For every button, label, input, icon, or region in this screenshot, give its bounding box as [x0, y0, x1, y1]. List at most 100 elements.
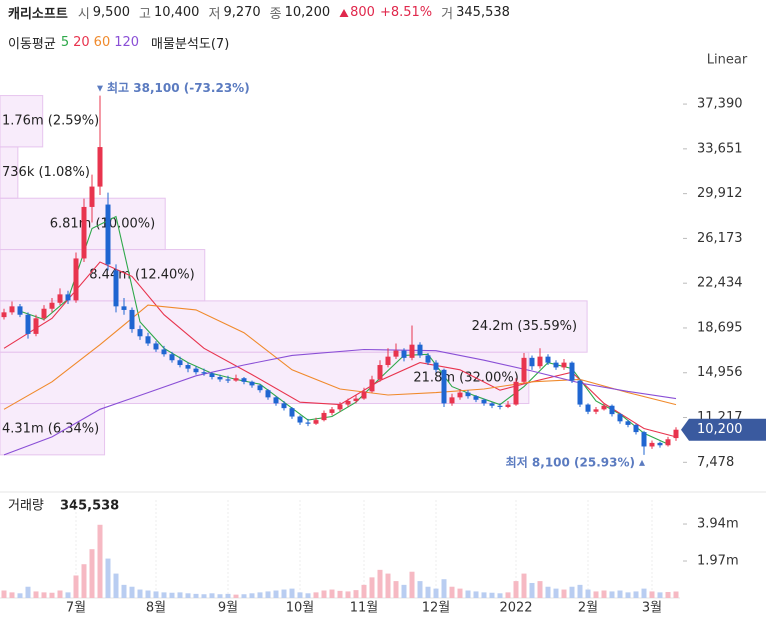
volume-bar: [225, 593, 231, 598]
candle-body: [361, 391, 367, 399]
candle-body: [249, 381, 255, 386]
x-tick-label: 3월: [642, 601, 662, 616]
volume-bar: [41, 592, 47, 598]
ma-legend: 5: [60, 35, 70, 50]
candle-body: [385, 356, 391, 366]
volume-bar: [353, 590, 359, 598]
candle-body: [441, 369, 447, 404]
volume-bar: [609, 591, 615, 598]
volume-bar: [417, 581, 423, 598]
scale-select[interactable]: Linear: [707, 53, 748, 68]
volume-value: 345,538: [456, 5, 510, 20]
volume-bar: [217, 594, 223, 598]
last-price-tag: [681, 418, 766, 441]
volume-bar: [537, 581, 543, 598]
candle-body: [513, 381, 519, 405]
low-label: 저: [208, 7, 221, 22]
volume-bar: [305, 593, 311, 598]
volume-bar: [521, 573, 527, 598]
volume-bar: [81, 564, 87, 598]
volume-bar: [385, 573, 391, 598]
candle-body: [529, 357, 535, 367]
x-tick-label: 2022: [499, 601, 532, 616]
candle-body: [185, 365, 191, 369]
candle-body: [129, 309, 135, 330]
profile-label[interactable]: 매물분석도(7): [151, 37, 230, 52]
volume-bar: [25, 586, 31, 598]
volume-bar: [329, 589, 335, 598]
candle-body: [113, 270, 119, 307]
x-tick-label: 12월: [422, 601, 451, 616]
candle-body: [617, 414, 623, 422]
volume-bar: [441, 579, 447, 598]
volume-bar: [73, 575, 79, 598]
volume-bar: [33, 591, 39, 598]
close-value: 10,200: [284, 5, 331, 20]
ma-label[interactable]: 이동평균: [8, 37, 56, 52]
candle-body: [81, 206, 87, 259]
volume-bar: [289, 588, 295, 598]
volume-bar: [641, 588, 647, 598]
candle-body: [393, 350, 399, 357]
candle-body: [457, 392, 463, 398]
candle-body: [17, 306, 23, 315]
volume-bar: [161, 592, 167, 598]
x-tick-label: 9월: [218, 601, 238, 616]
volume-bar: [177, 592, 183, 598]
candle-body: [553, 362, 559, 368]
candle-body: [1, 312, 7, 318]
up-arrow: [339, 8, 349, 17]
layer: [1, 95, 679, 455]
candle-body: [321, 412, 327, 421]
volume-bar: [361, 584, 367, 598]
volume-bar: [633, 591, 639, 598]
up-arrow-shape: [339, 8, 349, 17]
volume-bar: [409, 571, 415, 598]
layer: 4.31m (6.34%) 21.8m (32.00%) 24.2m (35.59%…: [0, 95, 588, 456]
volume-bar: [601, 590, 607, 598]
candle-body: [345, 400, 351, 405]
volume-bar: [673, 591, 679, 598]
candle-body: [401, 350, 407, 358]
volume-bar: [97, 524, 103, 598]
candle-body: [49, 302, 55, 309]
volume-bar: [105, 558, 111, 598]
volume-bar: [513, 581, 519, 598]
volume-bar: [649, 591, 655, 598]
candle-body: [489, 403, 495, 406]
volume-bar: [313, 592, 319, 598]
volume-bar: [593, 591, 599, 598]
x-tick-label: 2월: [578, 601, 598, 616]
volume-bar: [377, 569, 383, 598]
volume-bar: [113, 573, 119, 598]
volume-value: 345,538: [60, 499, 119, 514]
y-tick-label: 7,478: [697, 455, 734, 470]
candle-body: [161, 349, 167, 355]
stock-name: 캐리소프트: [8, 7, 68, 22]
profile-bar: [0, 300, 588, 353]
volume-bar: [505, 592, 511, 598]
y-tick-label: 14,956: [697, 365, 743, 380]
indicator-legend: 이동평균 5 20 60 120 매물분석도(7): [8, 33, 229, 52]
profile-label: 8.44m (12.40%): [89, 268, 194, 283]
volume-bar: [137, 589, 143, 598]
volume-bar: [545, 586, 551, 598]
candle-body: [593, 409, 599, 412]
last-price-label: 10,200: [697, 422, 743, 437]
candle-body: [657, 442, 663, 446]
candle-body: [137, 329, 143, 337]
high-label: 고: [139, 7, 151, 22]
candle-body: [377, 365, 383, 380]
change-percent: +8.51%: [379, 5, 433, 20]
candle-body: [673, 429, 679, 439]
volume-bar: [457, 588, 463, 598]
candle-body: [265, 390, 271, 398]
candle-body: [73, 258, 79, 301]
y-tick-label: 3.94m: [697, 517, 739, 532]
volume-bar: [265, 591, 271, 598]
ma-line: [19, 215, 669, 445]
x-tick-label: 11월: [350, 601, 379, 616]
volume-bar: [145, 590, 151, 598]
candle-body: [585, 404, 591, 412]
candle-body: [313, 420, 319, 424]
